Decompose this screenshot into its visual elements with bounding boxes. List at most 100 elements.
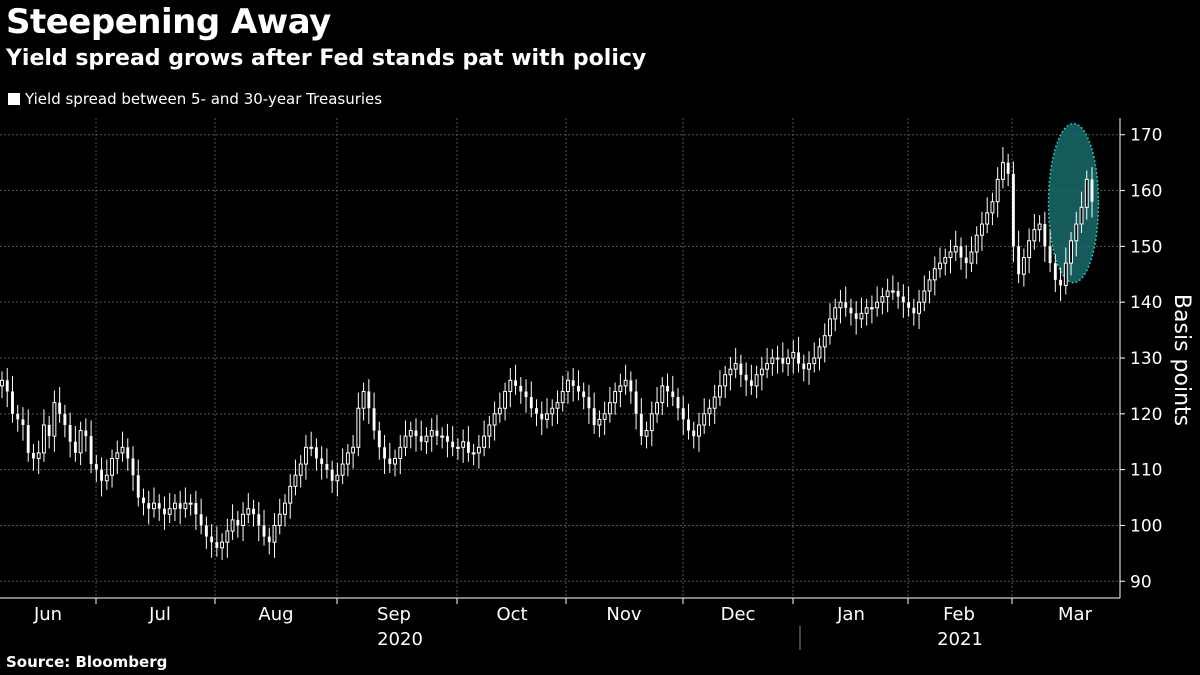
candle-body-down <box>749 380 753 386</box>
candle-body-up <box>717 385 722 398</box>
candle-body-down <box>671 391 675 398</box>
candle-body-up <box>607 402 612 415</box>
candle-body-up <box>545 413 549 420</box>
candle-body-up <box>613 390 618 404</box>
y-axis-label: Basis points <box>1169 294 1194 426</box>
candle-body-up <box>1069 240 1073 264</box>
candle-body-up <box>995 178 1000 203</box>
candle-body-down <box>1043 224 1047 247</box>
candle-body-up <box>869 307 874 310</box>
candle-body-down <box>692 430 696 437</box>
candle-body-down <box>73 441 77 453</box>
candle-body-up <box>277 513 282 526</box>
legend-swatch <box>8 93 20 105</box>
candle-body-up <box>183 502 188 510</box>
candle-body-up <box>1032 229 1037 242</box>
candle-body-down <box>267 536 271 543</box>
candle-body-up <box>765 363 770 370</box>
candle-body-up <box>697 424 701 437</box>
candle-body-up <box>932 268 937 281</box>
candle-body-down <box>592 408 596 425</box>
candle-body-up <box>283 502 287 515</box>
candle-body-down <box>639 413 643 437</box>
candle-body-up <box>120 446 125 454</box>
highlight-ellipse <box>1047 122 1100 284</box>
candle-body-up <box>770 357 775 365</box>
x-tick-label: Nov <box>606 604 641 625</box>
candle-body-down <box>367 391 371 409</box>
legend-label: Yield spread between 5- and 30-year Trea… <box>25 90 383 108</box>
candle-body-up <box>875 301 880 309</box>
candle-body-up <box>833 307 838 320</box>
candle-body-up <box>272 524 277 543</box>
candle-body-down <box>744 374 748 381</box>
candle-body-down <box>540 413 544 420</box>
candle-body-down <box>63 413 67 425</box>
highlight-ellipse-group <box>1047 122 1100 284</box>
candle-body-down <box>32 452 35 459</box>
candle-body-up <box>230 519 235 532</box>
candle-body-down <box>58 402 62 414</box>
candle-body-up <box>298 463 303 476</box>
candle-body-up <box>351 446 356 454</box>
candle-body-down <box>126 447 130 459</box>
candle-body-down <box>676 397 680 409</box>
candle-body-down <box>136 475 140 498</box>
y-tick-label: 150 <box>1130 237 1162 257</box>
candle-body-up <box>1021 257 1026 275</box>
gridlines <box>0 118 1120 598</box>
candle-body-up <box>1063 262 1068 286</box>
candle-body-up <box>41 424 46 454</box>
candle-body-up <box>188 502 193 505</box>
candle-body-down <box>535 408 538 414</box>
candle-body-up <box>172 502 177 510</box>
candle-body-up <box>1000 162 1005 180</box>
candle-body-up <box>104 474 109 482</box>
candle-body-up <box>723 374 728 387</box>
candle-body-up <box>424 435 429 443</box>
candle-body-up <box>754 374 759 387</box>
candle-body-up <box>644 430 649 437</box>
candle-body-down <box>435 430 439 437</box>
candle-body-down <box>419 436 423 442</box>
candle-body-up <box>828 318 832 337</box>
candle-body-down <box>912 307 916 314</box>
candle-body-up <box>948 251 953 259</box>
candle-body-up <box>1079 206 1084 225</box>
x-tick-label: Dec <box>721 604 756 625</box>
candle-body-up <box>618 385 623 392</box>
candle-body-up <box>487 424 492 437</box>
candle-body-up <box>817 346 822 359</box>
candle-body-down <box>89 436 93 465</box>
candle-body-up <box>807 363 811 370</box>
y-tick-labels: 90 100 110 120 130 140 150 160 170 <box>1120 126 1162 592</box>
candle-body-down <box>1053 263 1057 280</box>
x-year-label: 2021 <box>937 629 983 650</box>
candle-body-down <box>94 464 98 470</box>
candle-body-down <box>1048 246 1052 264</box>
candle-body-up <box>455 446 460 449</box>
candle-body-up <box>508 379 513 392</box>
candle-body-down <box>100 469 104 481</box>
candle-body-up <box>922 290 927 303</box>
candle-body-up <box>985 212 990 225</box>
candle-body-down <box>204 525 208 537</box>
candle-body-up <box>288 485 293 504</box>
candle-body-down <box>5 380 9 392</box>
candle-body-up <box>241 513 245 526</box>
candle-body-down <box>802 363 806 370</box>
candle-body-down <box>451 441 455 448</box>
y-tick-label: 140 <box>1130 293 1162 313</box>
y-tick-label: 90 <box>1130 572 1152 592</box>
candle-body-down <box>1011 173 1015 247</box>
candle-body-down <box>178 503 182 509</box>
candle-body-down <box>262 525 266 537</box>
candle-body-down <box>372 408 376 431</box>
x-tick-label: Aug <box>258 604 293 625</box>
candle-body-up <box>786 357 790 365</box>
candle-body-down <box>257 514 261 526</box>
candle-body-up <box>1037 223 1042 231</box>
candle-body-up <box>890 290 895 293</box>
candle-body-up <box>885 290 890 298</box>
